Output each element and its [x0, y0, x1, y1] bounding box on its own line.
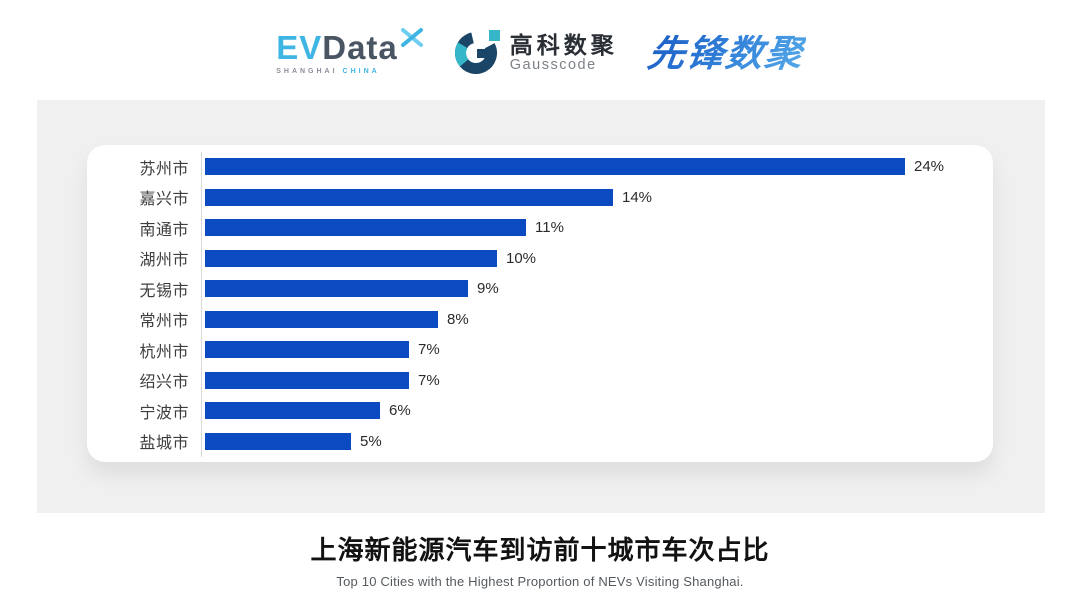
- gausscode-cn-text: 高科数聚: [509, 31, 618, 58]
- value-label: 6%: [389, 402, 411, 420]
- category-label: 嘉兴市: [139, 191, 189, 209]
- bar: [205, 280, 468, 298]
- page-title: 上海新能源汽车到访前十城市车次占比: [310, 535, 770, 565]
- bar-track: 24%: [201, 151, 993, 182]
- bar-track: 8%: [201, 304, 993, 335]
- category-label: 绍兴市: [139, 374, 189, 392]
- bar-chart: 苏州市 24% 嘉兴市 14% 南通市 11% 湖州市 10% 无锡市 9% 常州市 8% 杭州市 7% 绍…: [125, 151, 993, 457]
- chart-row: 常州市 8%: [125, 304, 993, 335]
- chart-row: 湖州市 10%: [125, 243, 993, 274]
- chart-row: 南通市 11%: [125, 212, 993, 243]
- category-label: 杭州市: [139, 343, 189, 361]
- category-label: 常州市: [139, 313, 189, 331]
- chart-row: 杭州市 7%: [125, 334, 993, 365]
- bar-track: 14%: [201, 182, 993, 213]
- category-label: 苏州市: [139, 160, 189, 178]
- category-label: 盐城市: [139, 435, 189, 453]
- logo-bar: EV Data SHANGHAI CHINA: [0, 18, 1080, 88]
- value-label: 24%: [914, 158, 945, 176]
- bar-track: 6%: [201, 395, 993, 426]
- chart-row: 绍兴市 7%: [125, 365, 993, 396]
- evdata-x-mark-icon: [400, 25, 424, 53]
- bar-track: 7%: [201, 365, 993, 396]
- bar-track: 10%: [201, 243, 993, 274]
- bar: [205, 432, 351, 450]
- value-label: 10%: [506, 249, 537, 267]
- bar-track: 5%: [201, 426, 993, 457]
- evdata-data-text: Data: [322, 29, 398, 66]
- bar-track: 9%: [201, 273, 993, 304]
- xianfeng-logo: 先锋数聚: [644, 32, 807, 74]
- value-label: 7%: [418, 341, 440, 359]
- category-label: 湖州市: [139, 252, 189, 270]
- bar: [205, 310, 438, 328]
- evdata-logo: EV Data SHANGHAI CHINA: [276, 28, 424, 75]
- bar: [205, 219, 526, 237]
- value-label: 14%: [622, 188, 653, 206]
- bar-track: 7%: [201, 334, 993, 365]
- value-label: 5%: [360, 432, 382, 450]
- value-label: 11%: [535, 219, 564, 237]
- value-label: 9%: [477, 280, 499, 298]
- chart-row: 苏州市 24%: [125, 151, 993, 182]
- category-label: 无锡市: [139, 282, 189, 300]
- value-label: 7%: [418, 371, 440, 389]
- gausscode-g-icon: [454, 27, 502, 80]
- gausscode-logo: 高科数聚 Gausscode: [454, 27, 618, 80]
- value-label: 8%: [447, 310, 469, 328]
- title-block: 上海新能源汽车到访前十城市车次占比 Top 10 Cities with the…: [0, 530, 1080, 589]
- gausscode-en-text: Gausscode: [509, 57, 597, 74]
- evdata-ev-text: EV: [276, 29, 323, 66]
- bar-track: 11%: [201, 212, 993, 243]
- bar: [205, 402, 380, 420]
- page-subtitle: Top 10 Cities with the Highest Proportio…: [336, 574, 744, 589]
- bar: [205, 188, 613, 206]
- evdata-subtitle: SHANGHAI CHINA: [276, 68, 380, 75]
- bar: [205, 371, 409, 389]
- chart-row: 无锡市 9%: [125, 273, 993, 304]
- chart-row: 宁波市 6%: [125, 395, 993, 426]
- chart-row: 嘉兴市 14%: [125, 182, 993, 213]
- chart-row: 盐城市 5%: [125, 426, 993, 457]
- category-label: 宁波市: [139, 404, 189, 422]
- category-label: 南通市: [139, 221, 189, 239]
- bar: [205, 249, 497, 267]
- bar: [205, 341, 409, 359]
- chart-panel: 苏州市 24% 嘉兴市 14% 南通市 11% 湖州市 10% 无锡市 9% 常州市 8% 杭州市 7% 绍…: [37, 100, 1045, 513]
- chart-card: 苏州市 24% 嘉兴市 14% 南通市 11% 湖州市 10% 无锡市 9% 常州市 8% 杭州市 7% 绍…: [87, 145, 993, 462]
- bar: [205, 158, 905, 176]
